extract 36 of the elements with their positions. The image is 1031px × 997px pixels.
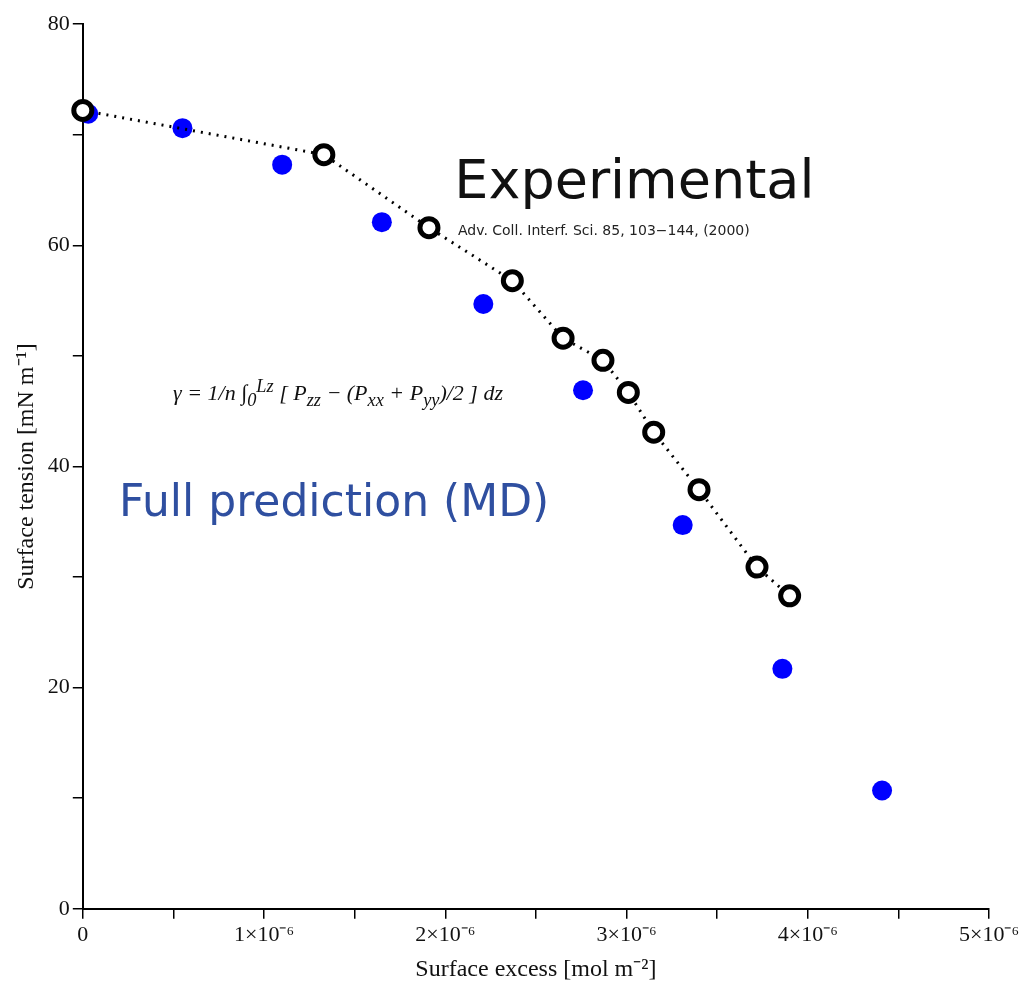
x-tick-label: 5×10⁻⁶ [958,920,1020,946]
point [71,98,95,122]
x-tick-label: 3×10⁻⁶ [596,920,657,946]
series-label: Full prediction (MD) [119,475,550,527]
point [473,293,494,314]
annotation: Adv. Coll. Interf. Sci. 85, 103−144, (2000) [457,222,750,239]
x-tick-label: 0 [77,920,89,946]
point [872,780,893,801]
x-axis-title: Surface excess [mol m⁻²] [415,954,657,981]
x-tick-label: 4×10⁻⁶ [777,920,838,946]
y-tick-label: 40 [47,452,70,478]
point [672,515,693,536]
point [573,380,594,401]
point [687,478,711,502]
point [745,555,769,579]
y-tick-label: 0 [58,894,70,920]
point [172,118,193,139]
series-label: Experimental [454,147,815,211]
x-tick-label: 2×10⁻⁶ [415,920,476,946]
point [591,348,615,372]
y-tick-label: 80 [47,9,70,35]
x-tick-label: 1×10⁻⁶ [234,920,295,946]
point [272,154,293,175]
point [642,420,666,444]
point [371,212,392,233]
point [551,326,575,350]
point [312,143,336,167]
point [772,658,793,679]
point [778,584,802,608]
point [500,269,524,293]
y-axis-title: Surface tension [mN m⁻¹] [11,343,38,590]
y-tick-label: 20 [47,673,70,699]
text: γ = 1/n ∫$_{0}$$^{Lz}$ [ P$_{zz}$ − (P$_{xx}$ + P$_{yy}$)/2 ] dz [173,376,503,410]
point [417,216,441,240]
y-tick-label: 60 [47,231,70,257]
point [616,380,640,404]
